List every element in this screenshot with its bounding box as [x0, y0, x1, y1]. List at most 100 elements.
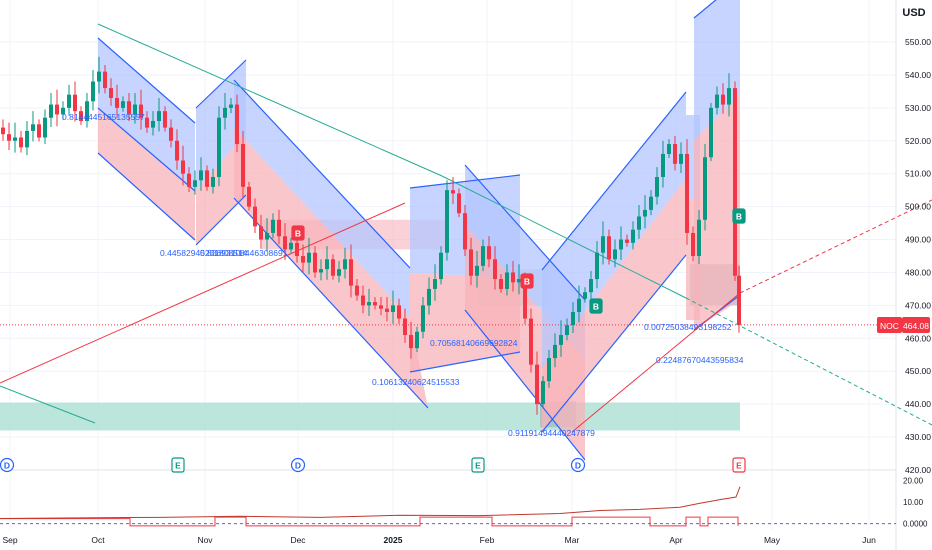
- candle-body: [577, 298, 581, 312]
- candle-body: [67, 94, 71, 108]
- candle-body: [685, 153, 689, 233]
- trendlines-layer: [0, 0, 932, 461]
- candle-body: [79, 111, 83, 122]
- indicator-level-label: 0.0000: [903, 520, 928, 529]
- candle-body: [391, 305, 395, 312]
- candle-body: [277, 219, 281, 237]
- candle-body: [427, 288, 431, 306]
- channel-2-upper: [234, 80, 410, 318]
- candle-body: [415, 331, 419, 349]
- downtrend-line: [97, 23, 443, 177]
- candle-body: [43, 117, 47, 138]
- candle-body: [319, 269, 323, 273]
- candle-body: [115, 97, 119, 108]
- candle-body: [247, 186, 251, 207]
- candle-body: [157, 111, 161, 122]
- candle-body: [451, 190, 455, 194]
- candle-body: [37, 124, 41, 138]
- candle-body: [661, 153, 665, 177]
- candle-body: [733, 88, 737, 276]
- candle-body: [289, 242, 293, 250]
- candle-body: [649, 196, 653, 210]
- candle-body: [211, 176, 215, 187]
- price-axis[interactable]: 420.00 430.00 440.00 450.00 460.00 470.00 480.…: [905, 37, 931, 475]
- rising-support-projection: [739, 199, 932, 294]
- candle-body: [433, 279, 437, 289]
- price-tick-label: 440.00: [905, 399, 931, 409]
- channel-1-lower: [196, 134, 246, 245]
- marker-dividend: [290, 457, 306, 473]
- candle-body: [667, 144, 671, 154]
- channel-ratio-label: 0.83693108446308691: [200, 248, 288, 258]
- candle-body: [205, 170, 209, 187]
- currency-label: USD: [902, 7, 925, 19]
- candle-body: [469, 249, 473, 276]
- candle-body: [97, 71, 101, 82]
- price-tick-label: 460.00: [905, 333, 931, 343]
- candle-body: [241, 144, 245, 187]
- candle-body: [295, 242, 299, 256]
- candle-body: [553, 344, 557, 359]
- candle-body: [421, 305, 425, 332]
- candle-body: [487, 246, 491, 260]
- candle-body: [409, 335, 413, 349]
- candle-body: [655, 176, 659, 197]
- candle-body: [133, 104, 137, 115]
- candle-body: [571, 311, 575, 326]
- candle-body: [145, 117, 149, 128]
- channel-border: [97, 37, 196, 124]
- marker-letter: D: [295, 461, 301, 471]
- candle-body: [259, 226, 263, 240]
- time-tick-label: Sep: [2, 535, 17, 545]
- candle-body: [625, 239, 629, 243]
- candle-body: [643, 209, 647, 217]
- channel-ratio-label: 0.8144445165135557: [62, 112, 145, 122]
- indicator-line: [0, 486, 741, 519]
- price-tick-label: 500.00: [905, 202, 931, 212]
- symbol-tag-bg: [877, 317, 902, 333]
- candle-body: [1, 127, 5, 135]
- candle-body: [511, 272, 515, 283]
- price-tick-label: 480.00: [905, 267, 931, 277]
- channel-border: [195, 194, 247, 246]
- candle-body: [343, 259, 347, 270]
- channel-border: [541, 91, 687, 271]
- support-zone: [0, 402, 740, 431]
- candle-body: [139, 104, 143, 118]
- candle-body: [463, 213, 467, 250]
- channel-border: [464, 309, 586, 461]
- channel-5-lower: [542, 178, 686, 432]
- marker-earnings: [471, 457, 485, 473]
- marker-letter: D: [4, 461, 10, 471]
- last-price-tag: NOC 464.08: [877, 317, 930, 333]
- price-tick-label: 450.00: [905, 366, 931, 376]
- channel-border: [464, 164, 586, 301]
- candle-body: [337, 269, 341, 276]
- candle-body: [175, 140, 179, 161]
- candle-body: [229, 104, 233, 108]
- downtrend-line-ext: [441, 175, 687, 299]
- time-tick-label: Mar: [565, 535, 580, 545]
- candle-body: [217, 117, 221, 177]
- channel-labels-layer: 0.8144445165135557 0.445829452318085140.8…: [62, 112, 744, 438]
- time-axis[interactable]: Sep Oct Nov Dec 2025 Feb Mar Apr May Jun: [2, 535, 876, 545]
- candle-body: [349, 259, 353, 286]
- marker-dividend: [0, 457, 15, 473]
- marker-dividend: [570, 457, 586, 473]
- candle-body: [271, 219, 275, 233]
- candle-body: [679, 153, 683, 164]
- candle-body: [559, 335, 563, 345]
- markers-layer[interactable]: B B B B D E D E D E: [0, 208, 746, 473]
- candle-body: [589, 279, 593, 293]
- price-tick-label: 490.00: [905, 235, 931, 245]
- channel-ratio-label: 0.10613240624515533: [372, 377, 460, 387]
- candle-body: [445, 190, 449, 253]
- candle-body: [31, 124, 35, 131]
- channel-border: [97, 107, 196, 192]
- price-tick-label: 530.00: [905, 103, 931, 113]
- marker-sell: [732, 208, 746, 224]
- price-tick-label: 540.00: [905, 70, 931, 80]
- candle-body: [619, 239, 623, 250]
- candle-body: [235, 104, 239, 145]
